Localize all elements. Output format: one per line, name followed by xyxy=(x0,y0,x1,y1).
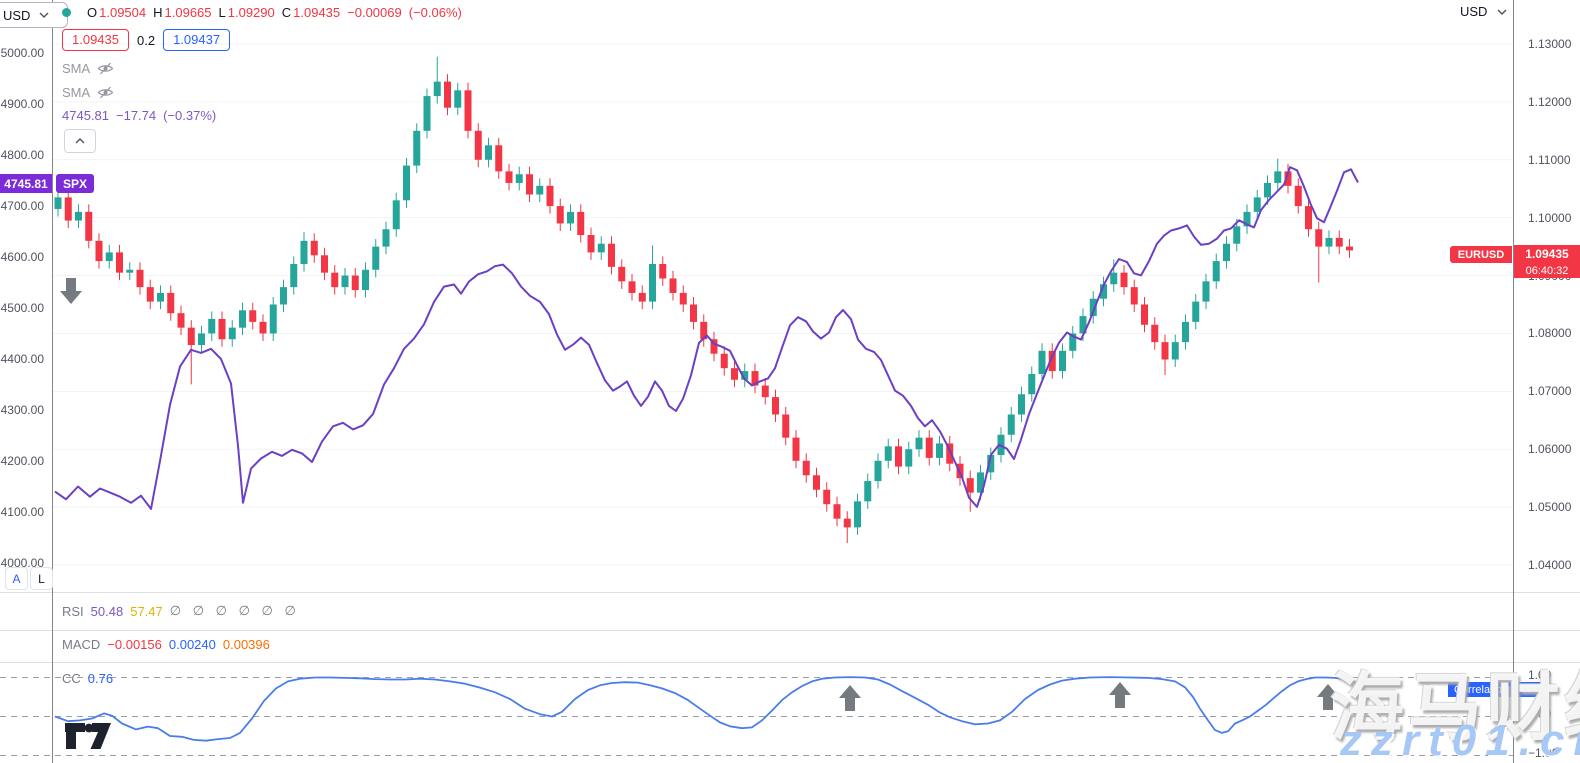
correlation-badge-value: 0.76 xyxy=(1515,682,1550,697)
cc-axis-tick: −1.00 xyxy=(1528,745,1559,760)
auto-scale-button[interactable]: A xyxy=(5,567,28,590)
buy-button[interactable]: 1.09437 xyxy=(163,29,231,51)
low-value: 1.09290 xyxy=(227,5,275,20)
left-axis-tick: 4700.00 xyxy=(0,199,44,213)
correlation-badge-label: Correlation xyxy=(1448,682,1514,697)
sma-legend-row-2: SMA xyxy=(62,85,114,100)
sell-button[interactable]: 1.09435 xyxy=(62,29,129,51)
bar-countdown-label: 06:40:32 xyxy=(1514,263,1580,278)
macd-legend-row[interactable]: MACD −0.00156 0.00240 0.00396 xyxy=(62,637,270,652)
right-axis-tick: 1.04000 xyxy=(1528,558,1572,572)
right-axis-tick: 1.05000 xyxy=(1528,500,1572,515)
right-axis-tick: 1.13000 xyxy=(1528,37,1572,51)
right-currency-dropdown[interactable]: USD xyxy=(1460,4,1508,19)
log-scale-button[interactable]: L xyxy=(30,567,53,590)
sma-legend-row-1: SMA xyxy=(62,61,114,76)
symbol-ohlc-row: O 1.09504 H 1.09665 L 1.09290 C 1.09435 −0.0… xyxy=(62,5,462,20)
left-axis-tick: 4800.00 xyxy=(0,148,44,162)
eye-off-icon[interactable] xyxy=(97,61,114,76)
watermark-url-text: zzrt01.cn xyxy=(1340,716,1580,763)
right-axis-tick: 1.08000 xyxy=(1528,326,1572,341)
left-axis-tick: 4600.00 xyxy=(0,250,44,264)
spx-price-label: 4745.81 xyxy=(0,174,52,193)
macd-label: MACD xyxy=(62,637,101,652)
left-axis-tick: 4900.00 xyxy=(0,97,44,111)
eye-off-icon[interactable] xyxy=(97,85,114,100)
left-axis-tick: 5000.00 xyxy=(0,46,44,60)
cc-value: 0.76 xyxy=(87,671,114,686)
macd-value-2: 0.00240 xyxy=(168,637,216,652)
chevron-down-icon xyxy=(1496,8,1508,16)
left-axis-tick: 4300.00 xyxy=(0,403,44,417)
right-currency-label: USD xyxy=(1460,4,1488,19)
macd-value-3: 0.00396 xyxy=(222,637,270,652)
eurusd-symbol-badge: EURUSD xyxy=(1450,246,1512,263)
low-label: L xyxy=(218,5,226,20)
rsi-label: RSI xyxy=(62,603,84,619)
right-axis-tick: 1.10000 xyxy=(1528,210,1572,225)
rsi-hidden-values: ∅ ∅ ∅ ∅ ∅ ∅ xyxy=(169,603,300,618)
rsi-value-1: 50.48 xyxy=(90,603,124,619)
rsi-value-2: 57.47 xyxy=(130,603,163,619)
left-axis-tick: 4100.00 xyxy=(0,505,44,519)
left-axis-tick: 4200.00 xyxy=(0,454,44,468)
left-currency-label: USD xyxy=(3,7,31,23)
cc-legend-row[interactable]: CC 0.76 xyxy=(62,671,113,686)
right-axis-tick: 1.06000 xyxy=(1528,442,1572,457)
right-axis-tick: 1.12000 xyxy=(1528,94,1572,109)
spread-value: 0.2 xyxy=(137,32,156,48)
bid-ask-row: 1.09435 0.2 1.09437 xyxy=(62,29,231,51)
high-value: 1.09665 xyxy=(164,5,212,20)
right-axis-tick: 1.07000 xyxy=(1528,384,1572,399)
rsi-legend-row[interactable]: RSI 50.48 57.47 ∅ ∅ ∅ ∅ ∅ ∅ xyxy=(62,603,300,619)
market-status-dot-icon xyxy=(62,8,71,17)
eurusd-price-label: 1.09435 xyxy=(1514,245,1580,263)
watermark-chinese-text: 海马财经 xyxy=(1330,666,1580,749)
tradingview-logo-icon[interactable] xyxy=(64,722,114,750)
collapse-legend-button[interactable] xyxy=(64,129,96,153)
sma2-label: SMA xyxy=(62,85,91,100)
left-axis-tick: 4000.00 xyxy=(0,556,44,570)
close-value: 1.09435 xyxy=(293,5,341,20)
macd-value-1: −0.00156 xyxy=(107,637,162,652)
cc-axis-tick: 1.00 xyxy=(1528,667,1552,682)
change-value: −0.00069 xyxy=(347,5,402,20)
spx-change-percent: (−0.37%) xyxy=(163,108,217,123)
high-label: H xyxy=(153,5,163,20)
left-axis-tick: 4400.00 xyxy=(0,352,44,366)
spx-symbol-tag: SPX xyxy=(56,174,94,193)
cc-axis-tick: 0.00 xyxy=(1528,706,1552,721)
change-percent: (−0.06%) xyxy=(408,5,462,20)
chevron-down-icon xyxy=(38,11,50,19)
close-label: C xyxy=(281,5,292,20)
sma1-label: SMA xyxy=(62,61,91,76)
spx-change: −17.74 xyxy=(116,108,157,123)
cc-label: CC xyxy=(62,671,81,686)
open-label: O xyxy=(87,5,98,20)
spx-legend-row: 4745.81 −17.74 (−0.37%) xyxy=(62,108,216,123)
left-axis-tick: 4500.00 xyxy=(0,301,44,315)
spx-value: 4745.81 xyxy=(62,108,109,123)
left-currency-dropdown[interactable]: USD xyxy=(0,2,68,28)
correlation-badge: Correlation 0.76 xyxy=(1448,682,1550,697)
right-axis-tick: 1.11000 xyxy=(1528,152,1571,167)
open-value: 1.09504 xyxy=(99,5,147,20)
chevron-up-icon xyxy=(75,138,85,144)
